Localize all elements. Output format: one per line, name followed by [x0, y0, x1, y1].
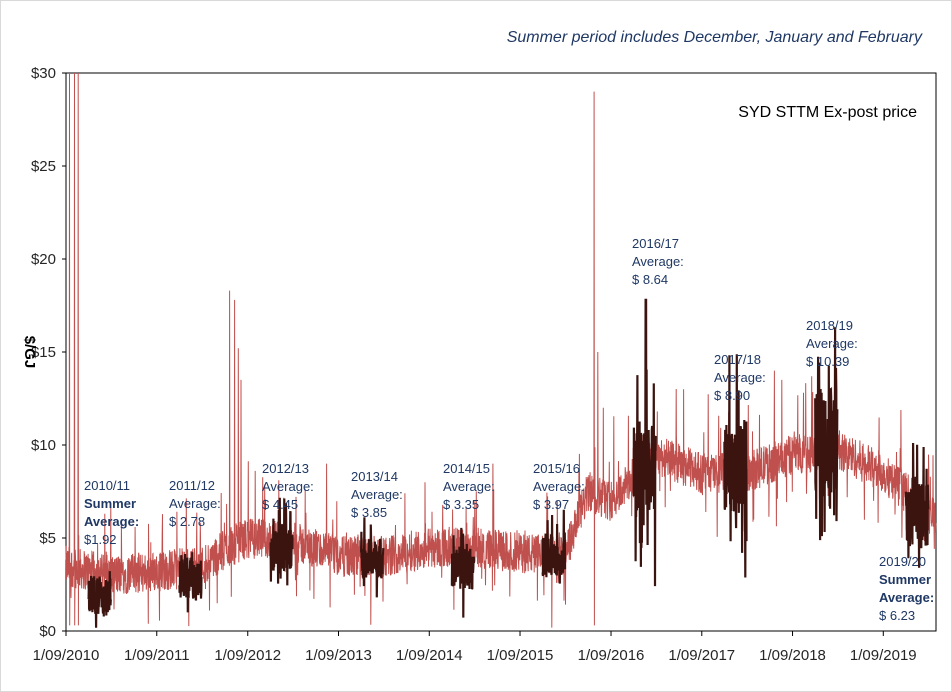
x-tick-label: 1/09/2012 [214, 647, 281, 664]
summer-series-line-1 [87, 571, 112, 628]
annotation-line: Average: [714, 370, 766, 385]
summer-series-line-2 [178, 552, 203, 613]
price-series-line [65, 72, 937, 628]
annotation-line: 2015/16 [533, 461, 580, 476]
x-tick-label: 1/09/2010 [33, 647, 100, 664]
x-tick-label: 1/09/2016 [578, 647, 645, 664]
summer-annotation-3: 2012/13 Average: $ 4.45 [262, 461, 314, 512]
summer-annotation-9: 2018/19 Average: $ 10.39 [806, 318, 858, 369]
x-tick-label: 1/09/2013 [305, 647, 372, 664]
annotation-line: 2018/19 [806, 318, 853, 333]
annotation-line: $ 4.45 [262, 497, 298, 512]
summer-annotation-8: 2017/18 Average: $ 8.90 [714, 352, 766, 403]
annotation-line: 2010/11 [84, 478, 130, 493]
annotation-line: 2014/15 [443, 461, 490, 476]
annotation-line: Average: [262, 479, 314, 494]
summer-annotation-7: 2016/17 Average: $ 8.64 [632, 236, 684, 287]
annotation-line: Average: [632, 254, 684, 269]
annotation-line: Average: [169, 496, 221, 511]
annotation-line: Average: [443, 479, 495, 494]
summer-series-line-5 [450, 527, 476, 618]
annotation-line: $ 2.78 [169, 514, 205, 529]
annotation-line: Average: [84, 514, 139, 529]
annotation-line: Average: [351, 487, 403, 502]
summer-series-line-8 [723, 354, 748, 578]
y-tick-label: $0 [39, 623, 56, 640]
x-tick-label: 1/09/2019 [850, 647, 917, 664]
y-axis-label: $/GJ [21, 336, 38, 369]
summer-series-line-6 [541, 509, 567, 584]
x-tick-label: 1/09/2011 [124, 647, 190, 664]
summer-series-line-7 [632, 298, 657, 587]
x-tick-label: 1/09/2018 [759, 647, 826, 664]
x-tick-label: 1/09/2017 [668, 647, 735, 664]
annotation-line: 2013/14 [351, 469, 398, 484]
x-tick-label: 1/09/2014 [396, 647, 463, 664]
y-tick-label: $25 [31, 158, 56, 175]
series-legend-label: SYD STTM Ex-post price [738, 104, 917, 121]
summer-series-line-9 [814, 327, 839, 541]
x-tick-label: 1/09/2015 [487, 647, 554, 664]
annotation-line: Summer [84, 496, 136, 511]
y-tick-label: $30 [31, 65, 56, 82]
y-tick-label: $20 [31, 251, 56, 268]
annotation-line: $ 6.23 [879, 608, 915, 623]
annotation-layer: 2010/11 Summer Average: $1.92 2011/12 Average… [84, 236, 934, 623]
y-tick-label: $15 [31, 344, 56, 361]
annotation-line: Summer [879, 572, 931, 587]
annotation-line: $ 8.64 [632, 272, 668, 287]
summer-annotation-1: 2010/11 Summer Average: $1.92 [84, 478, 139, 547]
annotation-line: $ 3.35 [443, 497, 479, 512]
summer-series-line-10 [904, 442, 930, 568]
summer-series-line-3 [269, 497, 294, 586]
annotation-line: 2011/12 [169, 478, 215, 493]
summer-annotation-4: 2013/14 Average: $ 3.85 [351, 469, 403, 520]
summer-annotation-5: 2014/15 Average: $ 3.35 [443, 461, 495, 512]
y-tick-label: $10 [31, 437, 56, 454]
summer-annotation-6: 2015/16 Average: $ 3.97 [533, 461, 585, 512]
annotation-line: $ 8.90 [714, 388, 750, 403]
annotation-line: 2016/17 [632, 236, 679, 251]
summer-annotation-10: 2019/20 Summer Average: $ 6.23 [879, 554, 934, 623]
summer-series-line-4 [360, 517, 385, 598]
summer-layer [87, 298, 930, 628]
annotation-line: $ 3.85 [351, 505, 387, 520]
annotation-line: $ 3.97 [533, 497, 569, 512]
summer-annotation-2: 2011/12 Average: $ 2.78 [169, 478, 221, 529]
annotation-line: 2017/18 [714, 352, 761, 367]
annotation-line: $ 10.39 [806, 354, 849, 369]
y-tick-label: $5 [39, 530, 56, 547]
annotation-line: $1.92 [84, 532, 117, 547]
series-layer [65, 72, 937, 628]
annotation-line: 2012/13 [262, 461, 309, 476]
annotation-line: Average: [533, 479, 585, 494]
annotation-line: Average: [879, 590, 934, 605]
axis-layer: $0 $5 $10 $15 $20 $25 $30 1/09/2010 1/09/2011 1/0… [31, 65, 917, 664]
chart-subtitle: Summer period includes December, January… [507, 29, 923, 46]
annotation-line: Average: [806, 336, 858, 351]
annotation-line: 2019/20 [879, 554, 926, 569]
